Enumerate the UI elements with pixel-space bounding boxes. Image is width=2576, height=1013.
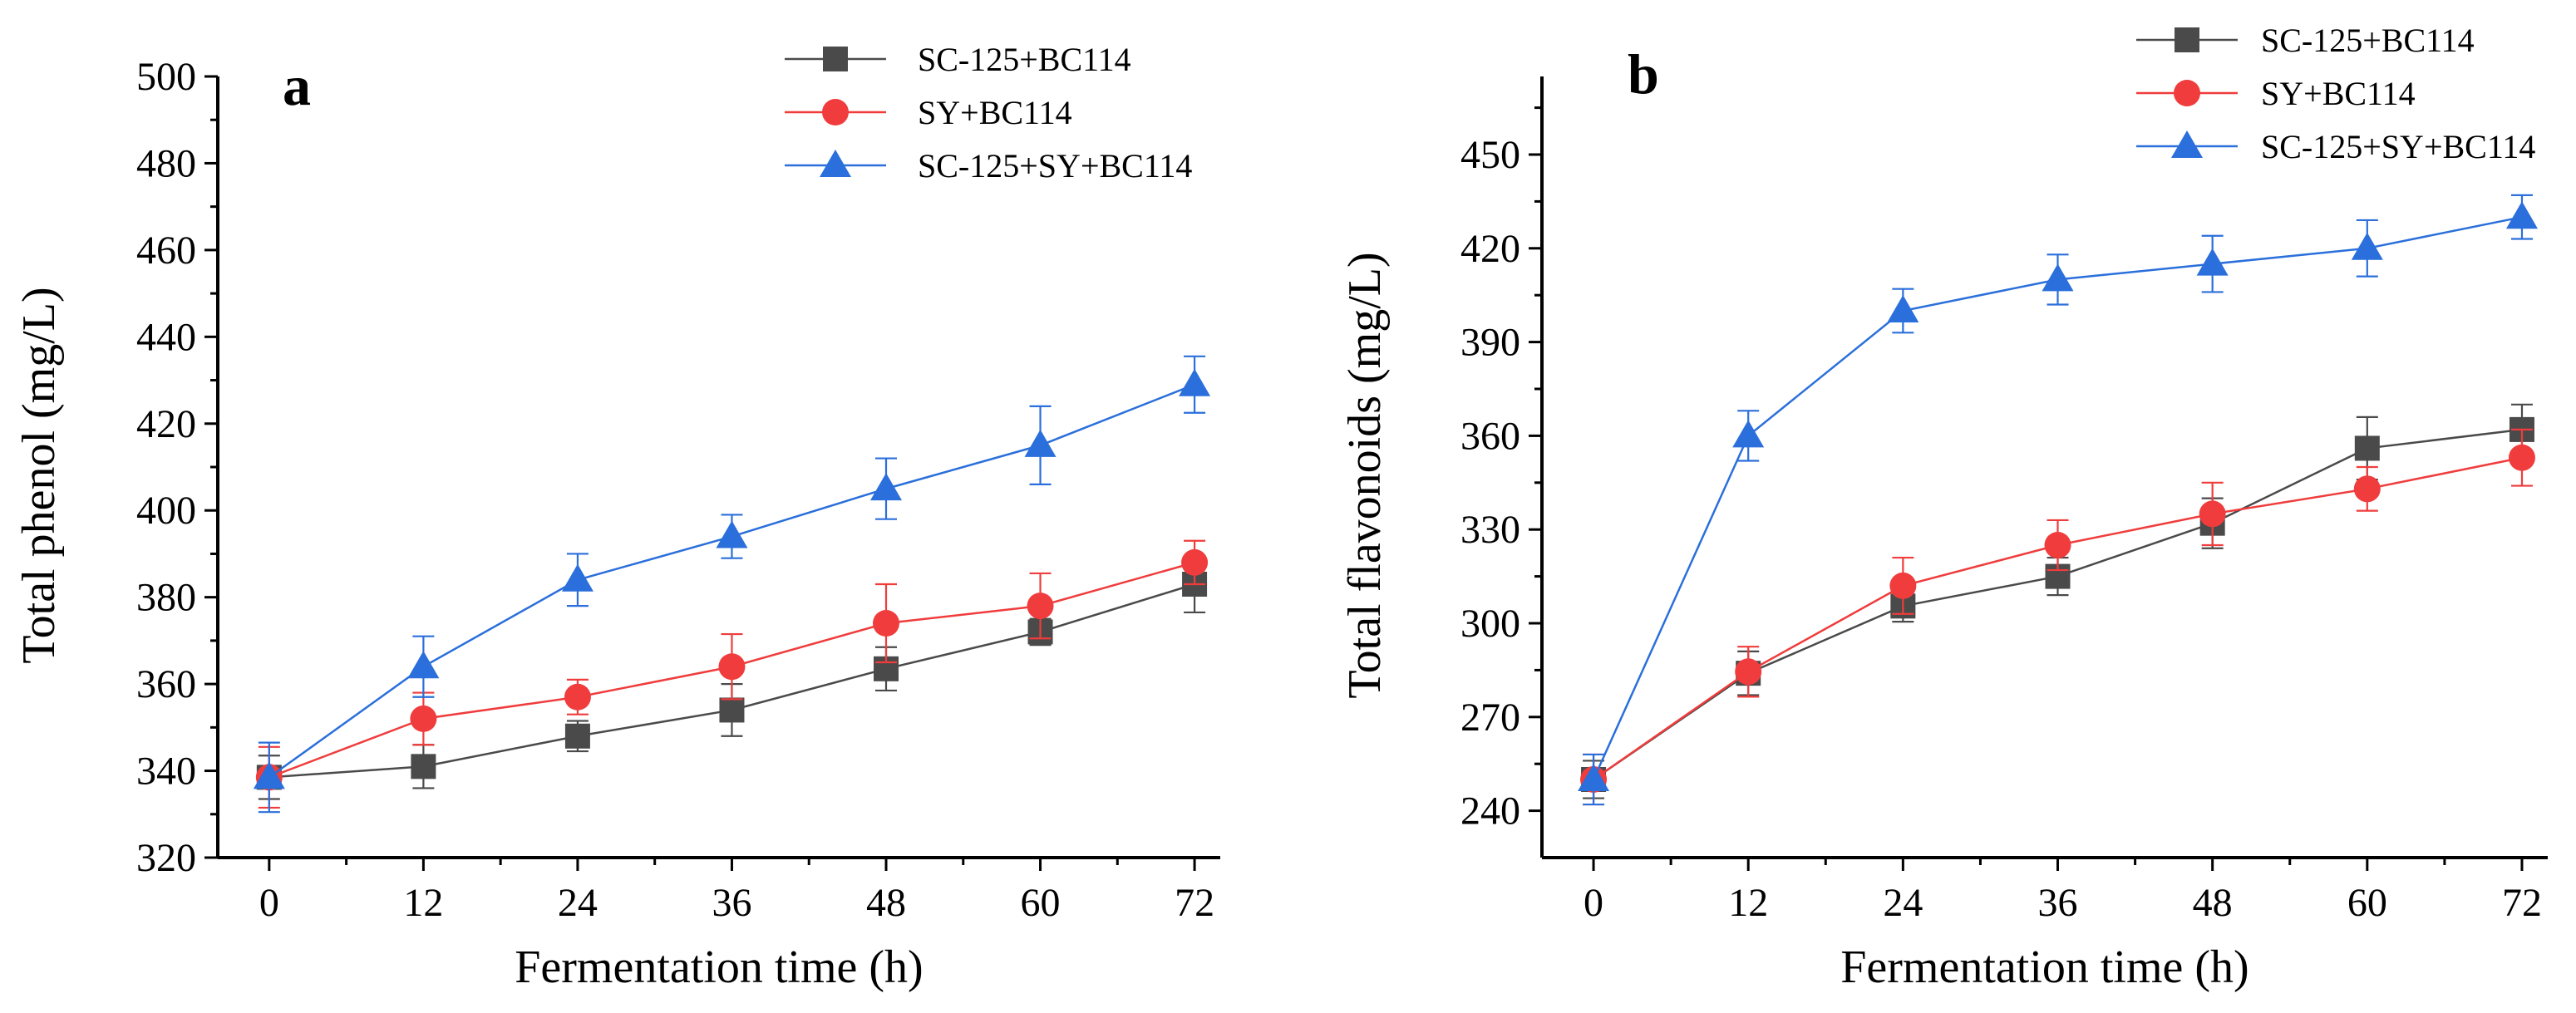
x-tick-label: 12 xyxy=(403,881,443,925)
y-tick-label: 380 xyxy=(136,576,196,620)
y-tick-label: 360 xyxy=(1460,414,1520,458)
x-tick-label: 72 xyxy=(2502,881,2542,925)
y-tick-label: 360 xyxy=(136,662,196,706)
data-point xyxy=(2199,500,2226,528)
data-point xyxy=(1024,429,1057,457)
data-point xyxy=(2354,435,2380,461)
data-point xyxy=(1179,368,1211,396)
data-point xyxy=(2505,201,2538,229)
data-point xyxy=(873,610,899,637)
x-tick-label: 0 xyxy=(259,881,279,925)
panel-label: a xyxy=(283,54,311,117)
legend-marker xyxy=(2174,80,2200,106)
legend-label: SC-125+SY+BC114 xyxy=(918,147,1192,184)
x-tick-label: 48 xyxy=(2193,881,2233,925)
x-tick-label: 60 xyxy=(1021,881,1061,925)
data-point xyxy=(1887,295,1919,322)
x-axis-title: Fermentation time (h) xyxy=(515,942,923,993)
panel-label: b xyxy=(1628,42,1659,106)
x-tick-label: 72 xyxy=(1175,881,1214,925)
data-point xyxy=(1889,572,1917,599)
data-point xyxy=(1578,764,1610,791)
y-tick-label: 460 xyxy=(136,229,196,273)
data-point xyxy=(716,520,748,548)
y-tick-label: 440 xyxy=(136,315,196,359)
data-point xyxy=(1181,548,1209,576)
legend-label: SY+BC114 xyxy=(918,94,1072,131)
legend: SC-125+BC114 SY+BC114 SC-125+SY+BC114 xyxy=(785,41,1192,184)
y-tick-label: 420 xyxy=(136,402,196,446)
legend-marker xyxy=(2175,27,2199,52)
data-point xyxy=(870,473,902,501)
y-axis-title: Total flavonoids (mg/L) xyxy=(1339,252,1391,698)
x-tick-label: 24 xyxy=(558,881,598,925)
series-square xyxy=(1581,403,2534,799)
y-axis-title: Total phenol (mg/L) xyxy=(13,287,65,663)
y-tick-label: 400 xyxy=(136,489,196,533)
data-point xyxy=(407,651,440,679)
x-tick-label: 36 xyxy=(2038,881,2078,925)
data-point xyxy=(2351,232,2383,260)
x-axis-title: Fermentation time (h) xyxy=(1840,942,2248,993)
data-point xyxy=(564,683,591,711)
y-tick-label: 320 xyxy=(136,836,196,880)
y-tick-label: 270 xyxy=(1460,696,1520,740)
data-point xyxy=(2196,248,2229,276)
legend-label: SY+BC114 xyxy=(2261,75,2416,112)
series-line xyxy=(1593,428,2523,781)
y-tick-label: 420 xyxy=(1460,227,1520,271)
legend-label: SC-125+BC114 xyxy=(918,41,1131,78)
x-tick-label: 36 xyxy=(712,881,751,925)
data-point xyxy=(253,761,285,789)
series-circle xyxy=(1580,428,2535,806)
legend-marker xyxy=(2171,130,2203,158)
x-tick-label: 60 xyxy=(2347,881,2387,925)
series-line xyxy=(1593,456,2523,781)
data-point xyxy=(2508,444,2535,471)
y-tick-label: 330 xyxy=(1460,508,1520,552)
legend-label: SC-125+SY+BC114 xyxy=(2261,128,2535,165)
data-point xyxy=(719,697,745,723)
x-tick-label: 48 xyxy=(866,881,906,925)
y-tick-label: 480 xyxy=(136,141,196,185)
series-triangle xyxy=(253,355,1211,814)
legend-label: SC-125+BC114 xyxy=(2261,22,2475,59)
data-point xyxy=(718,653,746,681)
data-point xyxy=(1027,593,1054,620)
x-tick-label: 24 xyxy=(1883,881,1923,925)
data-point xyxy=(2042,263,2074,292)
legend-marker xyxy=(822,99,849,125)
data-point xyxy=(2353,475,2381,503)
x-tick-label: 0 xyxy=(1584,881,1603,925)
data-point xyxy=(561,563,594,592)
legend: SC-125+BC114 SY+BC114 SC-125+SY+BC114 xyxy=(2136,22,2535,165)
chart-panel-a: 320 340 360 380 400 420 440 460 480 500 0 12 24 36 48 6… xyxy=(13,41,1220,993)
legend-marker xyxy=(820,150,851,177)
y-tick-label: 300 xyxy=(1460,602,1520,646)
y-tick-label: 390 xyxy=(1460,321,1520,365)
data-point xyxy=(2044,532,2071,558)
y-tick-label: 240 xyxy=(1460,789,1520,834)
y-tick-label: 340 xyxy=(136,750,196,794)
data-point xyxy=(1732,420,1765,448)
legend-marker xyxy=(823,47,848,71)
data-point xyxy=(1735,658,1762,686)
series-triangle xyxy=(1578,194,2538,806)
chart-panel-b: 240 270 300 330 360 390 420 450 0 12 24 36 48 60 72 Fer… xyxy=(1339,22,2548,993)
x-tick-label: 12 xyxy=(1728,881,1768,925)
data-point xyxy=(564,723,590,749)
data-point xyxy=(411,754,436,779)
data-point xyxy=(410,705,437,732)
y-tick-label: 500 xyxy=(136,55,196,99)
y-tick-label: 450 xyxy=(1460,133,1520,177)
